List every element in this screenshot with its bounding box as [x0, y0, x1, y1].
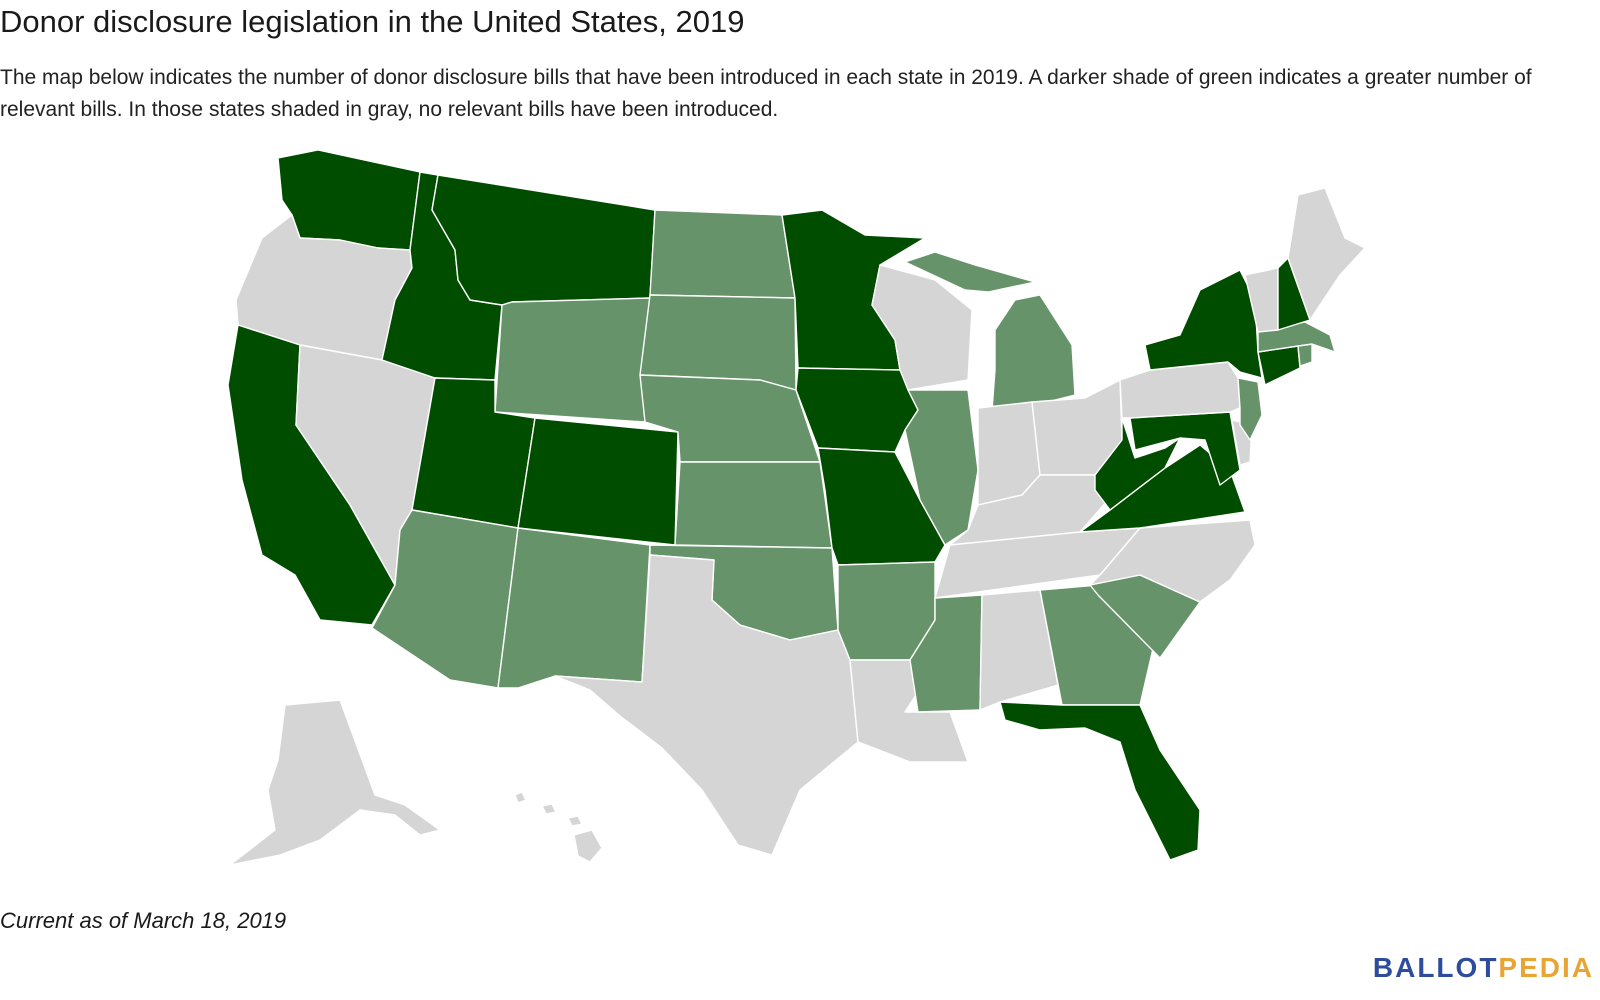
state-north-dakota [649, 209, 796, 299]
state-colorado [517, 417, 679, 546]
state-hawaii [514, 791, 603, 863]
us-states-map [0, 140, 1600, 900]
map-description: The map below indicates the number of do… [0, 66, 1532, 121]
state-rhode-island [1297, 343, 1313, 367]
state-texas [554, 554, 859, 856]
logo-text-pedia: PEDIA [1498, 952, 1594, 983]
state-west-virginia [1094, 417, 1181, 511]
state-north-carolina [1089, 519, 1256, 603]
state-montana [431, 174, 656, 306]
state-maine [1287, 187, 1366, 321]
state-new-mexico [497, 527, 651, 689]
state-connecticut [1257, 345, 1301, 386]
state-wyoming [494, 297, 651, 423]
state-alaska [229, 699, 441, 866]
footnote-date: Current as of March 18, 2019 [0, 908, 287, 933]
state-new-jersey [1237, 377, 1263, 441]
state-alabama [979, 589, 1059, 711]
ballotpedia-logo: BALLOTPEDIA [1373, 952, 1594, 984]
state-pennsylvania [1119, 361, 1241, 419]
state-florida [999, 701, 1201, 861]
state-michigan [904, 251, 1076, 411]
state-kansas [674, 461, 833, 549]
logo-text-ballot: BALLOT [1372, 952, 1499, 983]
state-iowa [795, 367, 919, 453]
state-illinois [904, 389, 979, 546]
map-title: Donor disclosure legislation in the Unit… [0, 4, 745, 39]
state-new-york [1144, 269, 1263, 379]
